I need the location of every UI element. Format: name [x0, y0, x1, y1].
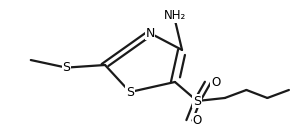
Text: O: O [192, 114, 202, 127]
Text: S: S [126, 86, 134, 99]
Text: S: S [62, 61, 70, 74]
Text: NH₂: NH₂ [164, 9, 186, 22]
Text: O: O [211, 76, 220, 89]
Text: N: N [145, 27, 155, 40]
Text: S: S [193, 95, 201, 108]
